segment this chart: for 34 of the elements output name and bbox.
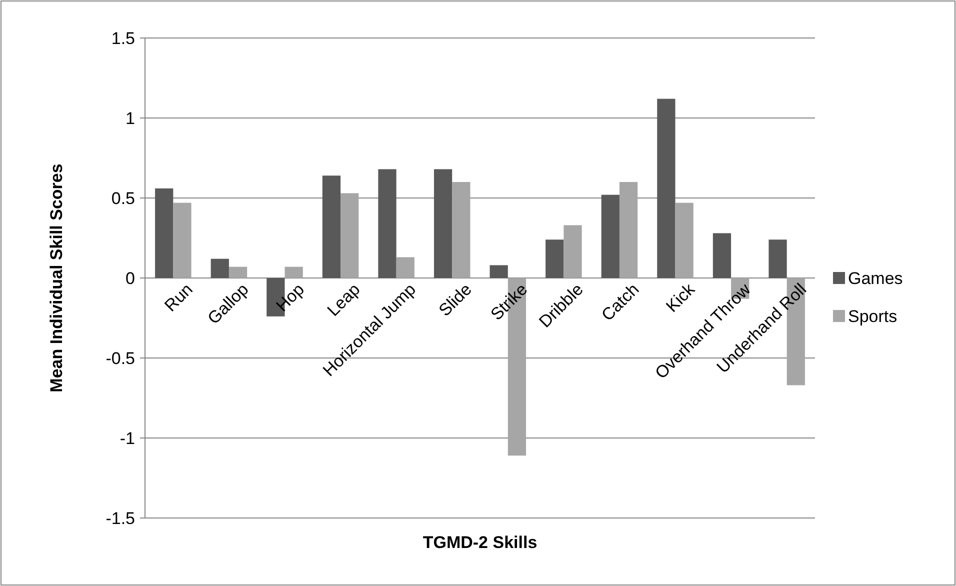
- y-tick-label: -0.5: [106, 348, 135, 368]
- x-tick-label: Run: [160, 280, 196, 316]
- bar: [619, 182, 638, 278]
- y-tick-label: 1: [126, 108, 135, 128]
- legend-label: Games: [848, 268, 903, 288]
- bar: [452, 182, 470, 278]
- bar: [546, 240, 564, 278]
- bar: [712, 233, 732, 278]
- y-tick-label: -1.5: [106, 508, 135, 528]
- bar: [657, 98, 676, 278]
- legend-label: Sports: [848, 306, 898, 326]
- bar: [155, 188, 174, 278]
- bar: [675, 202, 694, 278]
- bar: [378, 169, 396, 278]
- y-tick-label: -1: [120, 428, 135, 448]
- y-tick-label: 0: [126, 268, 135, 288]
- bar: [340, 193, 359, 278]
- bar: [284, 266, 303, 278]
- bar: [228, 266, 248, 278]
- bar: [322, 176, 341, 278]
- y-tick-label: 0.5: [111, 188, 135, 208]
- x-axis-title: TGMD-2 Skills: [422, 533, 538, 552]
- bar: [210, 258, 229, 278]
- bar: [601, 194, 620, 278]
- bar: [173, 202, 192, 278]
- x-tick-label: Kick: [662, 279, 699, 316]
- bar: [396, 257, 414, 278]
- bar: [434, 169, 452, 278]
- x-tick-label: Hop: [272, 280, 308, 316]
- bar: [490, 265, 508, 278]
- bar: [564, 225, 582, 278]
- bar: [768, 240, 787, 278]
- y-tick-label: 1.5: [111, 28, 135, 48]
- y-axis-title: Mean Individual Skill Scores: [47, 164, 66, 392]
